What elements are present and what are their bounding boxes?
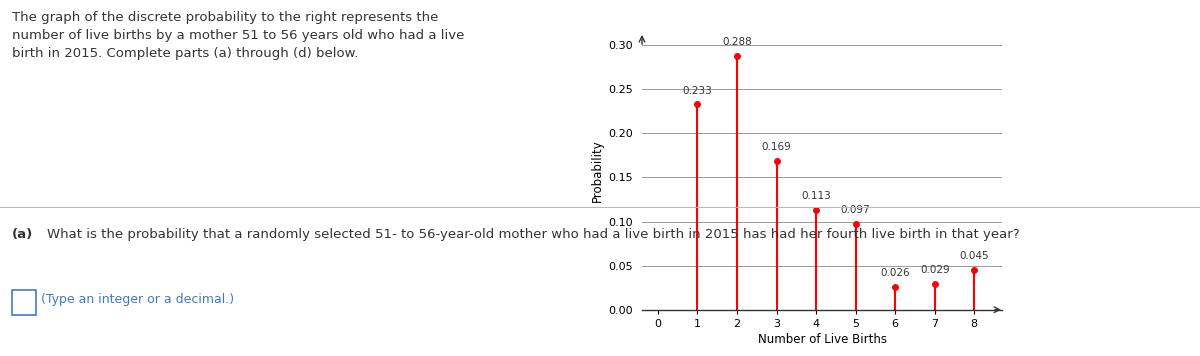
Text: What is the probability that a randomly selected 51- to 56-year-old mother who h: What is the probability that a randomly … [47, 228, 1020, 241]
X-axis label: Number of Live Births: Number of Live Births [757, 333, 887, 346]
Text: 0.288: 0.288 [722, 37, 752, 47]
Text: (a): (a) [12, 228, 34, 241]
Text: 0.233: 0.233 [683, 85, 713, 95]
FancyBboxPatch shape [12, 290, 36, 315]
Text: 0.113: 0.113 [802, 191, 830, 201]
Text: (Type an integer or a decimal.): (Type an integer or a decimal.) [41, 293, 234, 306]
Text: 0.169: 0.169 [762, 142, 791, 152]
Text: 0.045: 0.045 [960, 251, 989, 261]
Text: The graph of the discrete probability to the right represents the
number of live: The graph of the discrete probability to… [12, 11, 464, 60]
Y-axis label: Probability: Probability [592, 140, 604, 202]
Text: 0.026: 0.026 [881, 268, 910, 278]
Text: 0.097: 0.097 [841, 205, 870, 215]
Text: 0.029: 0.029 [920, 265, 949, 275]
